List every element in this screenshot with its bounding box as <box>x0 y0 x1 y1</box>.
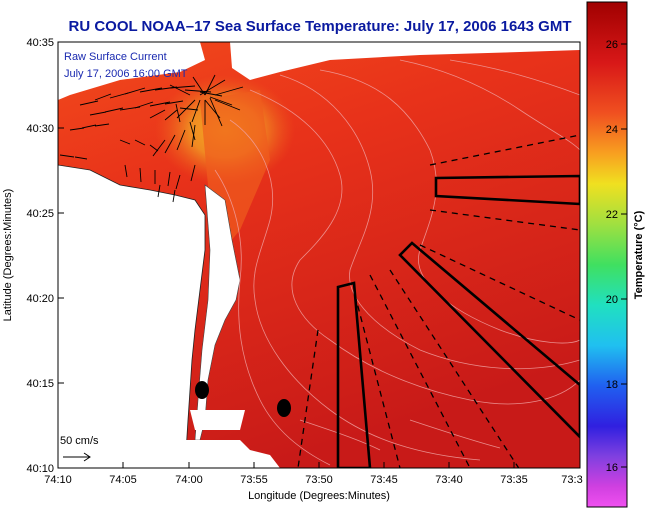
xtick-label: 74:10 <box>44 474 72 486</box>
bathymetry-contours <box>214 59 580 466</box>
coastline-land <box>58 164 206 468</box>
xtick-label: 73:45 <box>370 474 398 486</box>
x-ticks <box>57 462 581 468</box>
colorbar-tick-label: 26 <box>606 39 618 51</box>
ytick-label: 40:10 <box>26 463 54 475</box>
overlay-line-1: Raw Surface Current <box>64 51 167 63</box>
ytick-label: 40:20 <box>26 293 54 305</box>
buoy-marker-east <box>277 399 291 417</box>
scale-arrow <box>63 452 91 462</box>
ytick-label: 40:15 <box>26 378 54 390</box>
barrier-island <box>194 184 241 441</box>
xtick-label: 73:40 <box>435 474 463 486</box>
colorbar-tick-label: 22 <box>606 209 618 221</box>
land-notch <box>190 410 245 430</box>
ytick-label: 40:30 <box>26 123 54 135</box>
buoy-marker-west <box>195 381 209 399</box>
colorbar-tick-label: 24 <box>606 124 618 136</box>
xtick-label: 73:50 <box>305 474 333 486</box>
xtick-label: 73:3 <box>561 474 582 486</box>
xtick-label: 74:05 <box>109 474 137 486</box>
land-top-right <box>230 42 580 80</box>
ytick-label: 40:25 <box>26 208 54 220</box>
land-bottom <box>58 440 280 468</box>
overlay-line-2: July 17, 2006 16:00 GMT <box>64 68 188 80</box>
y-axis-title: Latitude (Degrees:Minutes) <box>2 189 14 322</box>
colorbar-ticks <box>621 43 627 468</box>
dashed-transects <box>297 134 580 468</box>
colorbar-tick-label: 20 <box>606 294 618 306</box>
colorbar-bar <box>586 1 628 508</box>
ytick-label: 40:35 <box>26 37 54 49</box>
xtick-label: 73:55 <box>240 474 268 486</box>
colorbar-title: Temperature (°C) <box>633 210 645 299</box>
land-mass <box>58 42 205 100</box>
xtick-label: 74:00 <box>175 474 203 486</box>
wedge-outlines <box>336 174 580 468</box>
map-title: RU COOL NOAA–17 Sea Surface Temperature:… <box>68 18 572 35</box>
y-ticks <box>58 41 64 469</box>
scale-label: 50 cm/s <box>60 435 99 447</box>
xtick-label: 73:35 <box>500 474 528 486</box>
current-vectors <box>59 74 244 203</box>
colorbar-tick-label: 18 <box>606 379 618 391</box>
colorbar-tick-label: 16 <box>606 462 618 474</box>
x-axis-title: Longitude (Degrees:Minutes) <box>248 490 390 502</box>
